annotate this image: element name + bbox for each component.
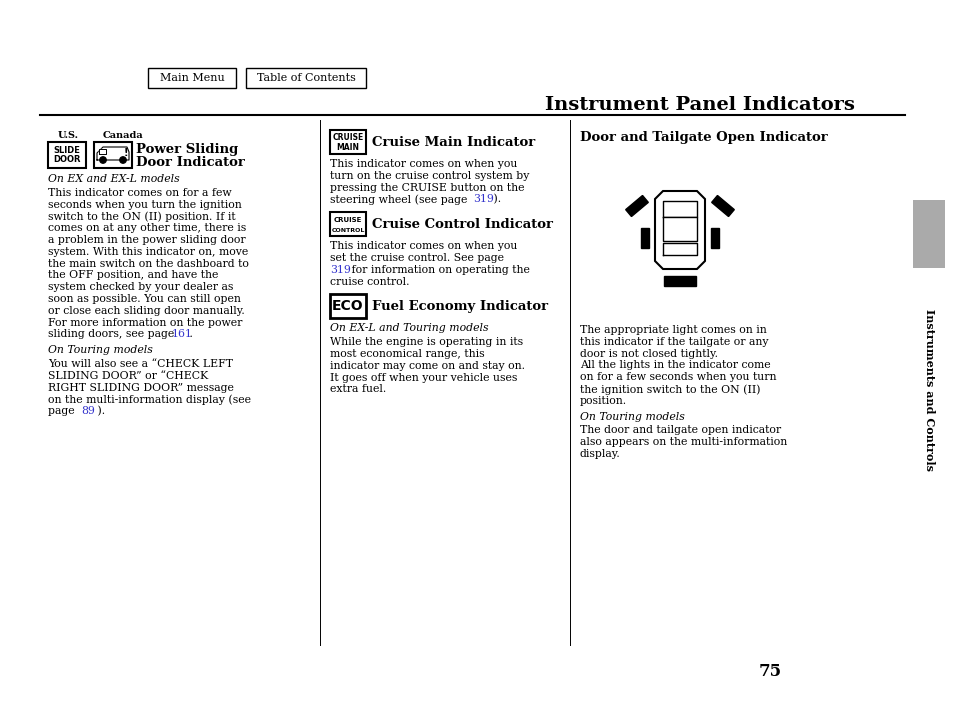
- Text: system. With this indicator on, move: system. With this indicator on, move: [48, 247, 248, 257]
- Text: turn on the cruise control system by: turn on the cruise control system by: [330, 171, 529, 181]
- Text: U.S.: U.S.: [57, 131, 78, 140]
- Text: 89: 89: [81, 406, 94, 416]
- Text: system checked by your dealer as: system checked by your dealer as: [48, 282, 233, 293]
- Text: seconds when you turn the ignition: seconds when you turn the ignition: [48, 200, 241, 209]
- Text: on for a few seconds when you turn: on for a few seconds when you turn: [579, 372, 776, 382]
- Text: The appropriate light comes on in: The appropriate light comes on in: [579, 325, 766, 335]
- Text: page: page: [48, 406, 78, 416]
- Text: While the engine is operating in its: While the engine is operating in its: [330, 337, 522, 347]
- Text: 161: 161: [172, 329, 193, 339]
- Text: most economical range, this: most economical range, this: [330, 349, 484, 359]
- Text: This indicator comes on for a few: This indicator comes on for a few: [48, 188, 232, 198]
- Text: Main Menu: Main Menu: [159, 73, 224, 83]
- Text: for information on operating the: for information on operating the: [348, 265, 529, 275]
- Text: The door and tailgate open indicator: The door and tailgate open indicator: [579, 425, 781, 435]
- Text: the main switch on the dashboard to: the main switch on the dashboard to: [48, 258, 249, 268]
- Text: sliding doors, see page: sliding doors, see page: [48, 329, 177, 339]
- Text: !: !: [124, 148, 128, 158]
- Text: SLIDING DOOR” or “CHECK: SLIDING DOOR” or “CHECK: [48, 371, 208, 381]
- Text: It goes off when your vehicle uses: It goes off when your vehicle uses: [330, 373, 517, 383]
- Text: pressing the CRUISE button on the: pressing the CRUISE button on the: [330, 182, 524, 192]
- Text: or close each sliding door manually.: or close each sliding door manually.: [48, 306, 245, 316]
- Text: Fuel Economy Indicator: Fuel Economy Indicator: [372, 300, 548, 313]
- Polygon shape: [640, 228, 648, 248]
- Text: .: .: [186, 329, 193, 339]
- Text: indicator may come on and stay on.: indicator may come on and stay on.: [330, 361, 524, 371]
- Text: Cruise Main Indicator: Cruise Main Indicator: [372, 136, 535, 148]
- Bar: [330, 295, 366, 318]
- Text: This indicator comes on when you: This indicator comes on when you: [330, 159, 517, 169]
- Text: extra fuel.: extra fuel.: [330, 384, 386, 394]
- Text: also appears on the multi-information: also appears on the multi-information: [579, 437, 786, 447]
- Text: comes on at any other time, there is: comes on at any other time, there is: [48, 223, 246, 233]
- Text: soon as possible. You can still open: soon as possible. You can still open: [48, 294, 240, 304]
- Text: On Touring models: On Touring models: [48, 345, 152, 355]
- Text: CONTROL: CONTROL: [331, 228, 364, 233]
- Text: Cruise Control Indicator: Cruise Control Indicator: [372, 218, 553, 231]
- Text: switch to the ON (II) position. If it: switch to the ON (II) position. If it: [48, 212, 235, 222]
- Text: All the lights in the indicator come: All the lights in the indicator come: [579, 361, 770, 371]
- Polygon shape: [711, 195, 734, 217]
- Text: the ignition switch to the ON (II): the ignition switch to the ON (II): [579, 384, 760, 395]
- Bar: [330, 130, 366, 154]
- Text: set the cruise control. See page: set the cruise control. See page: [330, 253, 503, 263]
- Text: Instruments and Controls: Instruments and Controls: [923, 309, 935, 471]
- Text: On EX-L and Touring models: On EX-L and Touring models: [330, 323, 488, 334]
- Text: Instrument Panel Indicators: Instrument Panel Indicators: [544, 96, 854, 114]
- Text: on the multi-information display (see: on the multi-information display (see: [48, 394, 251, 405]
- Text: display.: display.: [579, 449, 620, 459]
- Text: ).: ).: [94, 406, 105, 417]
- Polygon shape: [655, 191, 704, 269]
- Text: CRUISE: CRUISE: [332, 133, 363, 143]
- Bar: [330, 212, 366, 236]
- Text: 319: 319: [473, 195, 494, 204]
- Text: ECO: ECO: [332, 300, 363, 313]
- Text: SLIDE
DOOR: SLIDE DOOR: [53, 146, 81, 164]
- Bar: [148, 68, 235, 88]
- Text: door is not closed tightly.: door is not closed tightly.: [579, 349, 718, 359]
- Bar: [912, 200, 944, 268]
- Circle shape: [100, 157, 106, 163]
- Text: position.: position.: [579, 395, 626, 406]
- Bar: [48, 142, 86, 168]
- Text: steering wheel (see page: steering wheel (see page: [330, 195, 471, 205]
- Text: cruise control.: cruise control.: [330, 277, 409, 287]
- Text: 319: 319: [330, 265, 351, 275]
- Text: 75: 75: [758, 664, 781, 680]
- Text: Door and Tailgate Open Indicator: Door and Tailgate Open Indicator: [579, 131, 827, 145]
- Polygon shape: [97, 147, 129, 160]
- Text: RIGHT SLIDING DOOR” message: RIGHT SLIDING DOOR” message: [48, 383, 233, 393]
- Polygon shape: [663, 276, 696, 286]
- Text: CRUISE: CRUISE: [334, 217, 362, 223]
- Text: ).: ).: [490, 195, 500, 204]
- Polygon shape: [625, 195, 648, 217]
- Text: a problem in the power sliding door: a problem in the power sliding door: [48, 235, 245, 245]
- Text: On Touring models: On Touring models: [579, 412, 684, 422]
- Text: Door Indicator: Door Indicator: [136, 155, 245, 168]
- Text: You will also see a “CHECK LEFT: You will also see a “CHECK LEFT: [48, 359, 233, 369]
- Text: this indicator if the tailgate or any: this indicator if the tailgate or any: [579, 337, 768, 346]
- Bar: [662, 217, 697, 241]
- Polygon shape: [710, 228, 719, 248]
- Text: For more information on the power: For more information on the power: [48, 317, 242, 327]
- Bar: [94, 142, 132, 168]
- Text: Power Sliding: Power Sliding: [136, 143, 238, 155]
- Text: Canada: Canada: [103, 131, 143, 140]
- Text: This indicator comes on when you: This indicator comes on when you: [330, 241, 517, 251]
- Text: On EX and EX-L models: On EX and EX-L models: [48, 174, 179, 184]
- Text: the OFF position, and have the: the OFF position, and have the: [48, 271, 218, 280]
- Text: MAIN: MAIN: [336, 143, 359, 153]
- Text: Table of Contents: Table of Contents: [256, 73, 355, 83]
- Bar: [246, 68, 366, 88]
- Polygon shape: [99, 149, 106, 154]
- Circle shape: [120, 157, 126, 163]
